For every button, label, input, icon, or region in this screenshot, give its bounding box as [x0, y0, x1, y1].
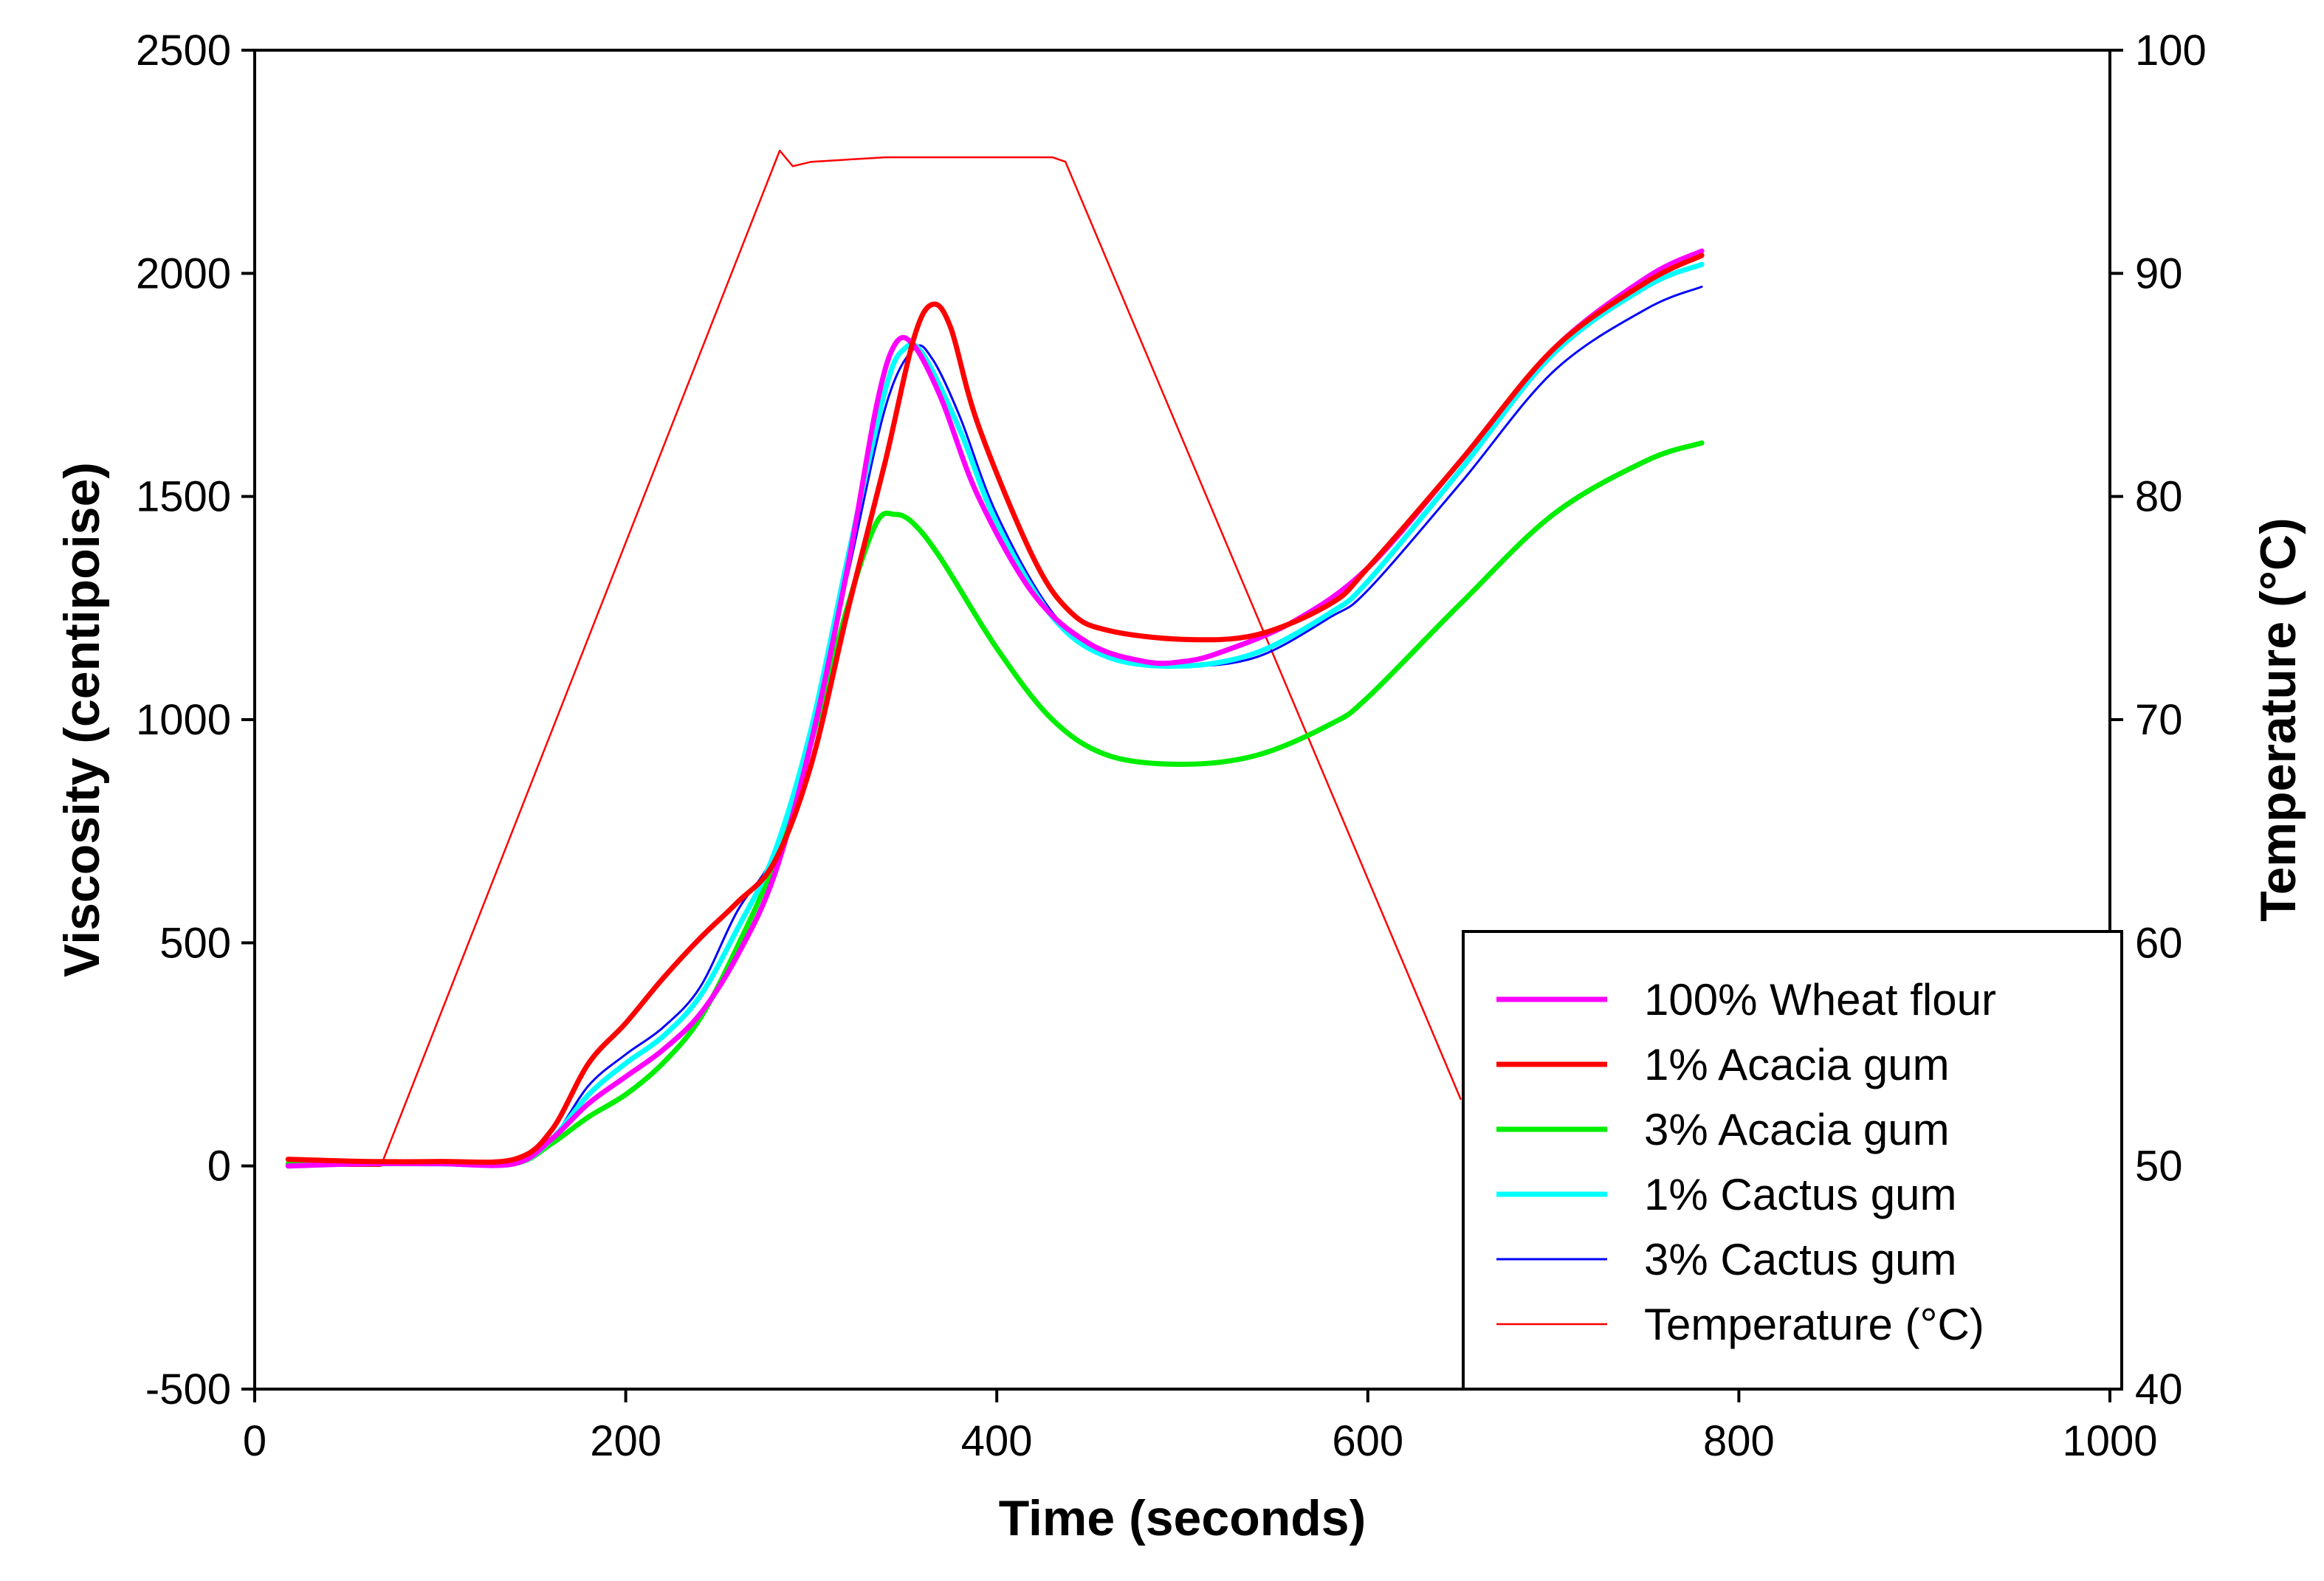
y-tick-label: 500	[159, 919, 231, 967]
x-tick-label: 400	[961, 1417, 1033, 1465]
legend-label-3-cactus-gum: 3% Cactus gum	[1644, 1235, 1957, 1284]
legend-label-1-cactus-gum: 1% Cactus gum	[1644, 1170, 1957, 1219]
y-tick-label: 1500	[136, 473, 231, 521]
series-line-temperature-c	[286, 149, 1462, 1167]
y-tick-label: 2000	[136, 249, 231, 297]
y-tick-label: 0	[207, 1143, 231, 1191]
legend: 100% Wheat flour 1% Acacia gum 3% Acacia g…	[1462, 930, 2123, 1391]
y-tick-label: -500	[145, 1365, 231, 1413]
x-tick-label: 800	[1703, 1417, 1775, 1465]
y2-tick-label: 70	[2135, 696, 2183, 744]
legend-label-1-acacia-gum: 1% Acacia gum	[1644, 1040, 1950, 1089]
x-tick-label: 200	[590, 1417, 661, 1465]
y-tick-label: 1000	[136, 696, 231, 744]
y-tick-label: 2500	[136, 27, 231, 75]
x-tick-label: 1000	[2062, 1417, 2157, 1465]
series-line-1-acacia-gum	[285, 252, 1705, 1165]
legend-box	[1462, 930, 2123, 1391]
axis-ticks: 0 200 400 600 800 1000-5000500100015002000250…	[136, 27, 2207, 1465]
legend-label-3-acacia-gum: 3% Acacia gum	[1644, 1105, 1950, 1154]
series-line-1-cactus-gum	[285, 261, 1705, 1169]
series-line-3-acacia-gum	[285, 440, 1705, 1168]
x-axis-title: Time (seconds)	[999, 1490, 1366, 1546]
y2-tick-label: 40	[2135, 1365, 2183, 1413]
y2-tick-label: 100	[2135, 27, 2207, 75]
y2-tick-label: 60	[2135, 919, 2183, 967]
y2-tick-label: 50	[2135, 1143, 2183, 1191]
legend-label-temperature-c: Temperature (°C)	[1644, 1300, 1984, 1349]
series-layer	[285, 149, 1705, 1169]
y2-tick-label: 80	[2135, 473, 2183, 521]
legend-label-100-wheat-flour: 100% Wheat flour	[1644, 975, 1996, 1024]
y2-axis-title: Temperature (°C)	[2250, 517, 2306, 921]
y-axis-title: Viscosity (centipoise)	[54, 462, 110, 977]
x-tick-label: 0	[243, 1417, 267, 1465]
x-tick-label: 600	[1332, 1417, 1403, 1465]
y2-tick-label: 90	[2135, 249, 2183, 297]
